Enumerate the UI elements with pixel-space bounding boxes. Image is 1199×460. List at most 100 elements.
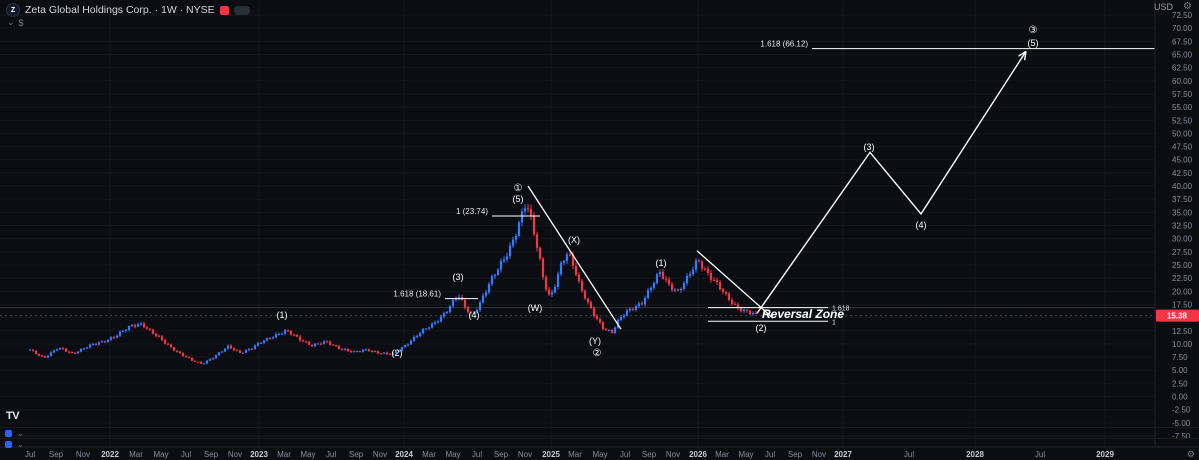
time-axis[interactable]: Jul Sep Nov 2022 Mar May Jul Sep Nov 2023 Mar May Ju… [25, 450, 1115, 459]
candle-body [700, 261, 704, 269]
fib-level-label: 1 [832, 319, 836, 326]
price-tick-label: 7.50 [1172, 353, 1188, 362]
candle-body [385, 352, 389, 355]
candle-body [55, 349, 59, 351]
pane-expand-chevron-icon[interactable]: ⌄ [17, 429, 24, 438]
time-tick-label: Mar [277, 450, 291, 459]
candle-body [181, 353, 185, 357]
price-tick-label: 55.00 [1172, 103, 1193, 112]
candle-body [520, 211, 524, 223]
candle-body [34, 350, 38, 354]
wave-label[interactable]: (3) [453, 272, 464, 282]
legend-source-label[interactable]: $ [18, 17, 24, 28]
price-tick-label: 5.00 [1172, 366, 1188, 375]
alert-badge[interactable] [219, 5, 229, 15]
candle-body [412, 336, 416, 341]
candle-body [262, 340, 266, 343]
symbol-title[interactable]: Zeta Global Holdings Corp. · 1W · NYSE [25, 4, 215, 16]
tradingview-logo[interactable]: TV [6, 410, 20, 422]
time-tick-label: Jul [765, 450, 775, 459]
candle-body [79, 348, 83, 352]
candle-body [574, 265, 578, 275]
candle-body [199, 361, 203, 364]
time-tick-label: 2024 [395, 450, 413, 459]
wave-label[interactable]: (1) [277, 310, 288, 320]
candle-body [103, 341, 107, 343]
chevron-down-icon[interactable]: ⌄ [7, 17, 15, 27]
candle-body [43, 356, 47, 358]
candle-body [499, 261, 503, 270]
candle-body [253, 345, 257, 349]
price-tick-label: 50.00 [1172, 129, 1193, 138]
candle-body [31, 349, 35, 351]
candle-body [235, 350, 239, 352]
candle-body [304, 341, 308, 343]
candle-body [208, 359, 212, 361]
projection-zigzag[interactable] [756, 50, 1027, 314]
time-tick-label: Nov [812, 450, 826, 459]
trendline[interactable] [527, 185, 622, 330]
wave-label[interactable]: (W) [528, 303, 543, 313]
candle-body [511, 239, 515, 246]
time-tick-label: Mar [422, 450, 436, 459]
currency-label: USD [1153, 2, 1173, 12]
time-tick-label: Jul [620, 450, 630, 459]
reversal-zone-label[interactable]: Reversal Zone [762, 307, 844, 321]
time-tick-label: May [738, 450, 753, 459]
candle-body [391, 352, 395, 355]
candle-body [493, 274, 497, 277]
price-axis[interactable]: 72.50 70.00 67.50 65.00 62.50 60.00 57.50 55.00… [1156, 11, 1199, 441]
candle-body [592, 308, 596, 317]
wave-label[interactable]: (X) [568, 235, 580, 245]
time-axis-settings-icon[interactable]: ⚙ [1186, 449, 1195, 459]
candle-body [106, 339, 110, 342]
more-options-badge[interactable] [233, 5, 250, 15]
pane-indicator-icon[interactable] [5, 441, 12, 448]
symbol-logo-icon[interactable]: Z [6, 3, 20, 17]
candle-body [37, 353, 41, 356]
candle-body [166, 343, 170, 345]
wave-label[interactable]: (5) [1028, 38, 1039, 48]
candle-body [157, 335, 161, 337]
wave-label[interactable]: (3) [864, 142, 875, 152]
wave-label[interactable]: ① [514, 183, 523, 194]
price-tick-label: 0.00 [1172, 393, 1188, 402]
candle-body [649, 287, 653, 291]
time-tick-label: Jul [25, 450, 35, 459]
candle-body [628, 308, 632, 311]
candle-body [367, 349, 371, 352]
wave-label[interactable]: (5) [513, 194, 524, 204]
wave-label[interactable]: (4) [916, 220, 927, 230]
candle-body [178, 351, 182, 354]
collapsed-pane-row[interactable]: ⌄ [0, 438, 1199, 450]
candle-body [655, 274, 659, 283]
wave-label[interactable]: (2) [392, 348, 403, 358]
time-tick-label: Jul [904, 450, 914, 459]
candle-body [457, 296, 461, 299]
candle-body [418, 333, 422, 337]
wave-label[interactable]: (4) [469, 310, 480, 320]
time-tick-label: 2028 [966, 450, 984, 459]
wave-label[interactable]: ③ [1029, 25, 1038, 36]
price-scale-settings-icon[interactable]: ⚙ [1183, 1, 1192, 12]
candle-body [184, 356, 188, 358]
trendline[interactable] [696, 250, 774, 319]
pane-indicator-icon[interactable] [5, 430, 12, 437]
candle-body [175, 350, 179, 352]
candle-body [265, 337, 269, 341]
price-tick-label: -7.50 [1172, 432, 1191, 441]
candle-body [463, 299, 467, 308]
candle-body [337, 345, 341, 349]
wave-label[interactable]: (2) [756, 323, 767, 333]
wave-label[interactable]: (1) [656, 258, 667, 268]
pane-expand-chevron-icon[interactable]: ⌄ [17, 440, 24, 449]
candle-body [109, 337, 113, 340]
wave-label[interactable]: ② [593, 348, 602, 359]
price-tick-label: 72.50 [1172, 11, 1193, 20]
time-tick-label: Nov [666, 450, 680, 459]
collapsed-pane-row[interactable]: ⌄ [0, 427, 1199, 439]
candle-body [697, 260, 701, 262]
wave-label[interactable]: (Y) [589, 336, 601, 346]
candle-body [133, 325, 137, 327]
